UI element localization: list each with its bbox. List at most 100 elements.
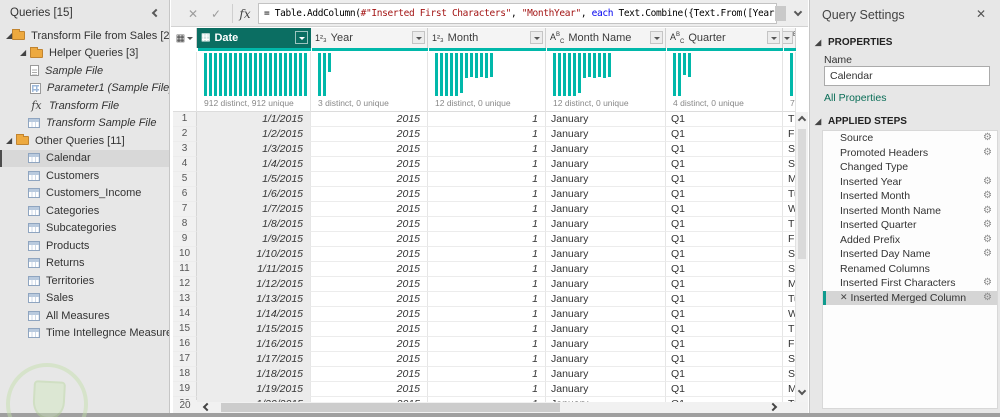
cell-month-name[interactable]: January (546, 307, 666, 322)
cell-month-name[interactable]: January (546, 127, 666, 142)
gear-icon[interactable]: ⚙ (983, 291, 992, 303)
column-header-year[interactable]: 1²₃ Year (311, 28, 428, 48)
applied-steps-section-header[interactable]: ◢ APPLIED STEPS (815, 116, 907, 127)
cell-year[interactable]: 2015 (311, 172, 428, 187)
cell-date[interactable]: 1/3/2015 (197, 142, 311, 157)
column-header-day-name[interactable]: ABCDay Name (783, 28, 796, 48)
all-properties-link[interactable]: All Properties (824, 92, 887, 104)
sidebar-item-customers[interactable]: Customers (0, 167, 169, 185)
sidebar-item-other-queries-11[interactable]: ◢ Other Queries [11] (0, 132, 169, 150)
row-number[interactable]: 17 (173, 352, 197, 367)
row-number[interactable]: 14 (173, 307, 197, 322)
row-number[interactable]: 2 (173, 127, 197, 142)
applied-step-changed-type[interactable]: Changed Type (823, 160, 997, 175)
cell-month[interactable]: 1 (428, 202, 546, 217)
cell-quarter[interactable]: Q1 (666, 307, 783, 322)
cell-month[interactable]: 1 (428, 172, 546, 187)
cell-month[interactable]: 1 (428, 367, 546, 382)
close-icon[interactable]: ✕ (975, 7, 986, 21)
cell-month[interactable]: 1 (428, 322, 546, 337)
cell-month-name[interactable]: January (546, 337, 666, 352)
cell-month[interactable]: 1 (428, 262, 546, 277)
formula-scroll-grip[interactable] (775, 6, 786, 21)
delete-step-icon[interactable]: ✕ (840, 292, 848, 303)
applied-step-inserted-month[interactable]: Inserted Month ⚙ (823, 189, 997, 204)
select-all-corner[interactable]: ▦ (173, 28, 197, 48)
cell-year[interactable]: 2015 (311, 307, 428, 322)
cell-quarter[interactable]: Q1 (666, 352, 783, 367)
applied-step-inserted-month-name[interactable]: Inserted Month Name ⚙ (823, 204, 997, 219)
cell-month-name[interactable]: January (546, 172, 666, 187)
scroll-down-icon[interactable] (797, 386, 807, 396)
cell-month-name[interactable]: January (546, 112, 666, 127)
cell-date[interactable]: 1/9/2015 (197, 232, 311, 247)
row-number[interactable]: 13 (173, 292, 197, 307)
gear-icon[interactable]: ⚙ (983, 175, 992, 187)
cell-date[interactable]: 1/15/2015 (197, 322, 311, 337)
cell-month[interactable]: 1 (428, 112, 546, 127)
sidebar-item-territories[interactable]: Territories (0, 272, 169, 290)
cell-date[interactable]: 1/10/2015 (197, 247, 311, 262)
scroll-up-icon[interactable] (797, 115, 807, 125)
row-number[interactable]: 19 (173, 382, 197, 397)
row-number[interactable]: 5 (173, 172, 197, 187)
cell-quarter[interactable]: Q1 (666, 277, 783, 292)
cell-quarter[interactable]: Q1 (666, 367, 783, 382)
gear-icon[interactable]: ⚙ (983, 204, 992, 216)
cell-quarter[interactable]: Q1 (666, 217, 783, 232)
cell-quarter[interactable]: Q1 (666, 172, 783, 187)
cell-date[interactable]: 1/20/2015 (197, 397, 311, 402)
cell-month[interactable]: 1 (428, 157, 546, 172)
formula-input[interactable]: = Table.AddColumn(#"Inserted First Chara… (258, 3, 777, 24)
cell-date[interactable]: 1/8/2015 (197, 217, 311, 232)
sidebar-item-sample-file[interactable]: Sample File (0, 62, 169, 80)
scroll-right-icon[interactable] (768, 402, 778, 412)
properties-section-header[interactable]: ◢ PROPERTIES (815, 37, 892, 48)
applied-step-inserted-year[interactable]: Inserted Year ⚙ (823, 175, 997, 190)
tree-expanded-icon[interactable]: ◢ (6, 30, 13, 40)
cell-date[interactable]: 1/1/2015 (197, 112, 311, 127)
cell-month[interactable]: 1 (428, 352, 546, 367)
cell-quarter[interactable]: Q1 (666, 232, 783, 247)
cell-year[interactable]: 2015 (311, 277, 428, 292)
row-number[interactable]: 10 (173, 247, 197, 262)
sidebar-item-sales[interactable]: Sales (0, 290, 169, 308)
sidebar-item-customers-income[interactable]: Customers_Income (0, 185, 169, 203)
column-header-quarter[interactable]: ABC Quarter (666, 28, 783, 48)
cell-month-name[interactable]: January (546, 322, 666, 337)
cell-quarter[interactable]: Q1 (666, 202, 783, 217)
cell-year[interactable]: 2015 (311, 322, 428, 337)
cell-month[interactable]: 1 (428, 127, 546, 142)
cell-month[interactable]: 1 (428, 247, 546, 262)
cell-date[interactable]: 1/6/2015 (197, 187, 311, 202)
cell-month-name[interactable]: January (546, 187, 666, 202)
cell-year[interactable]: 2015 (311, 202, 428, 217)
cell-month[interactable]: 1 (428, 217, 546, 232)
sidebar-item-all-measures[interactable]: All Measures (0, 307, 169, 325)
cell-date[interactable]: 1/14/2015 (197, 307, 311, 322)
gear-icon[interactable]: ⚙ (983, 219, 992, 230)
cell-month-name[interactable]: January (546, 292, 666, 307)
cell-date[interactable]: 1/2/2015 (197, 127, 311, 142)
vertical-scroll-thumb[interactable] (798, 129, 806, 259)
cell-year[interactable]: 2015 (311, 127, 428, 142)
applied-step-added-prefix[interactable]: Added Prefix ⚙ (823, 233, 997, 248)
cell-year[interactable]: 2015 (311, 142, 428, 157)
sidebar-item-subcategories[interactable]: Subcategories (0, 220, 169, 238)
cell-year[interactable]: 2015 (311, 352, 428, 367)
cell-year[interactable]: 2015 (311, 382, 428, 397)
cell-year[interactable]: 2015 (311, 112, 428, 127)
cell-month-name[interactable]: January (546, 277, 666, 292)
sidebar-item-helper-queries-3[interactable]: ◢ Helper Queries [3] (0, 45, 169, 63)
cell-year[interactable]: 2015 (311, 187, 428, 202)
cell-month-name[interactable]: January (546, 232, 666, 247)
sidebar-item-products[interactable]: Products (0, 237, 169, 255)
filter-dropdown-icon[interactable] (650, 31, 663, 44)
column-header-month-name[interactable]: ABC Month Name (546, 28, 666, 48)
row-number[interactable]: 6 (173, 187, 197, 202)
row-number[interactable]: 12 (173, 277, 197, 292)
row-number[interactable]: 15 (173, 322, 197, 337)
gear-icon[interactable]: ⚙ (983, 132, 992, 143)
cell-year[interactable]: 2015 (311, 292, 428, 307)
cell-quarter[interactable]: Q1 (666, 247, 783, 262)
